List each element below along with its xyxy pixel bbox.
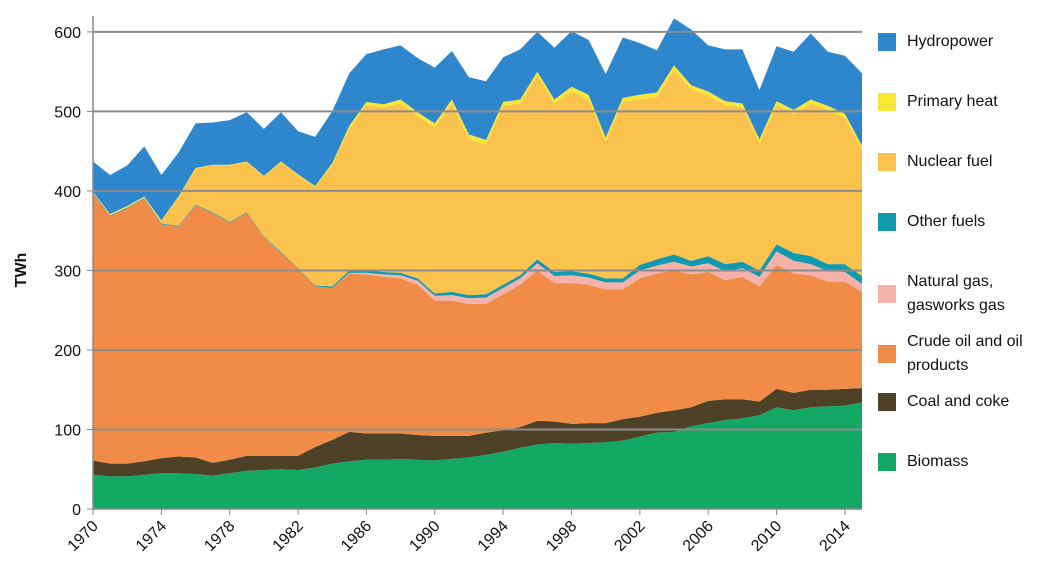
area (93, 193, 862, 464)
x-tick-label: 1990 (406, 518, 443, 555)
legend-swatch (878, 153, 896, 171)
y-tick-label: 0 (72, 502, 81, 519)
legend-label: Coal and coke (907, 393, 1010, 410)
legend-label: Biomass (907, 453, 969, 470)
legend-item: Other fuels (878, 210, 1048, 234)
y-axis-label: TWh (13, 253, 30, 288)
y-tick-label: 200 (54, 343, 81, 360)
legend-swatch (878, 393, 896, 411)
x-tick-label: 1970 (65, 518, 102, 555)
legend-item: Hydropower (878, 30, 1048, 54)
legend-swatch (878, 285, 896, 303)
legend-label: Other fuels (907, 213, 986, 230)
legend-item: Nuclear fuel (878, 150, 1048, 174)
legend-item: Natural gas, gasworks gas (878, 270, 1048, 318)
legend-item: Biomass (878, 450, 1048, 474)
legend-label: Nuclear fuel (907, 153, 993, 170)
x-tick-label: 1974 (133, 518, 170, 555)
legend-item: Crude oil and oil products (878, 330, 1048, 378)
legend-swatch (878, 93, 896, 111)
x-tick-label: 1986 (338, 518, 375, 555)
x-tick-label: 2014 (817, 518, 854, 555)
legend-swatch (878, 213, 896, 231)
legend-swatch (878, 453, 896, 471)
legend-label: Hydropower (907, 33, 994, 50)
y-tick-label: 100 (54, 422, 81, 439)
x-tick-label: 1998 (543, 518, 580, 555)
area (93, 388, 862, 477)
area (93, 18, 862, 221)
x-tick-label: 2010 (748, 518, 785, 555)
y-tick-label: 400 (54, 184, 81, 201)
x-tick-label: 2006 (680, 518, 717, 555)
y-tick-label: 500 (54, 104, 81, 121)
legend-item: Coal and coke (878, 390, 1048, 414)
legend-label: Primary heat (907, 93, 998, 110)
legend-swatch (878, 345, 896, 363)
area (93, 402, 862, 509)
legend-label: Natural gas, gasworks gas (907, 273, 1005, 314)
y-tick-label: 600 (54, 25, 81, 42)
legend-label: Crude oil and oil products (907, 333, 1023, 374)
x-tick-label: 1978 (201, 518, 238, 555)
legend-item: Primary heat (878, 90, 1048, 114)
area (93, 70, 862, 296)
x-tick-label: 1982 (270, 518, 307, 555)
x-tick-label: 2002 (611, 518, 648, 555)
x-tick-label: 1994 (475, 518, 512, 555)
legend-swatch (878, 33, 896, 51)
y-tick-label: 300 (54, 263, 81, 280)
